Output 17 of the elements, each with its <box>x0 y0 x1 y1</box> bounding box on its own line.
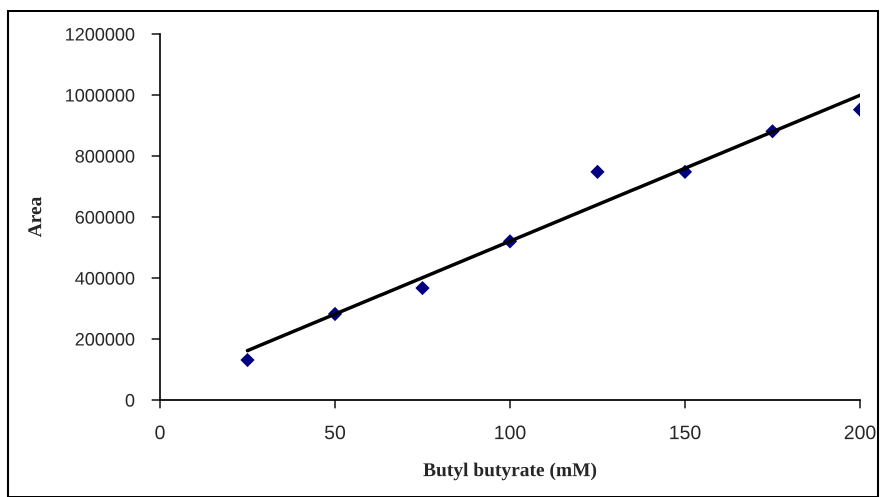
x-tick-label: 100 <box>495 426 526 440</box>
x-tick-label: 200 <box>844 426 876 440</box>
x-tick-label: 0 <box>155 426 165 440</box>
point <box>590 164 604 179</box>
y-tick-label: 0 <box>126 394 134 407</box>
x-axis-title: Butyl butyrate (mM) <box>423 462 596 480</box>
y-axis-title: Area <box>28 196 42 238</box>
x-tick-label: 150 <box>670 426 700 440</box>
x-tick-label: 50 <box>324 426 346 440</box>
y-tick-label: 400000 <box>75 272 134 285</box>
y-tick-label: 200000 <box>76 332 134 346</box>
y-tick-label: 1200000 <box>66 28 134 41</box>
y-tick-label: 800000 <box>76 150 134 163</box>
y-tick-label: 1000000 <box>66 88 134 102</box>
point <box>240 353 254 368</box>
point <box>416 281 430 296</box>
y-tick-label: 600000 <box>76 210 134 224</box>
